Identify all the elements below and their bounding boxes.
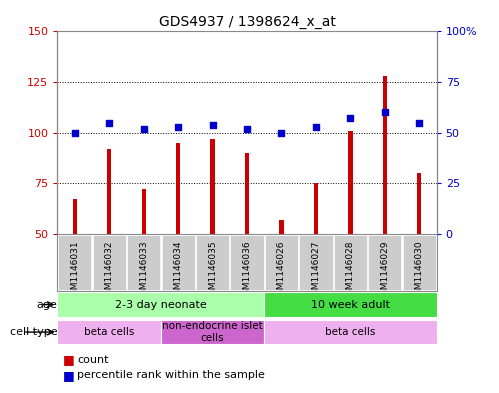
Title: GDS4937 / 1398624_x_at: GDS4937 / 1398624_x_at bbox=[159, 15, 335, 29]
Point bbox=[71, 130, 79, 136]
Text: GSM1146030: GSM1146030 bbox=[415, 241, 424, 301]
Point bbox=[381, 109, 389, 116]
Text: percentile rank within the sample: percentile rank within the sample bbox=[77, 370, 265, 380]
FancyBboxPatch shape bbox=[231, 235, 263, 290]
Text: beta cells: beta cells bbox=[84, 327, 134, 337]
Point bbox=[277, 130, 285, 136]
FancyBboxPatch shape bbox=[57, 320, 161, 344]
Bar bbox=[348, 130, 352, 234]
Bar bbox=[107, 149, 111, 234]
Bar bbox=[245, 153, 249, 234]
Text: GSM1146031: GSM1146031 bbox=[70, 241, 79, 301]
FancyBboxPatch shape bbox=[58, 235, 91, 290]
Text: GSM1146026: GSM1146026 bbox=[277, 241, 286, 301]
Bar bbox=[417, 173, 422, 234]
Point bbox=[243, 125, 251, 132]
FancyBboxPatch shape bbox=[334, 235, 367, 290]
FancyBboxPatch shape bbox=[92, 235, 126, 290]
Text: GSM1146032: GSM1146032 bbox=[105, 241, 114, 301]
Bar bbox=[279, 220, 283, 234]
Text: cell type: cell type bbox=[10, 327, 57, 337]
Text: age: age bbox=[36, 299, 57, 310]
Bar bbox=[211, 139, 215, 234]
FancyBboxPatch shape bbox=[265, 235, 298, 290]
FancyBboxPatch shape bbox=[264, 320, 437, 344]
Text: ■: ■ bbox=[62, 369, 74, 382]
Text: 10 week adult: 10 week adult bbox=[311, 299, 390, 310]
Bar bbox=[314, 183, 318, 234]
FancyBboxPatch shape bbox=[196, 235, 229, 290]
Text: GSM1146028: GSM1146028 bbox=[346, 241, 355, 301]
Text: GSM1146033: GSM1146033 bbox=[139, 241, 148, 301]
Bar bbox=[72, 199, 77, 234]
Point bbox=[174, 123, 182, 130]
Point bbox=[209, 121, 217, 128]
FancyBboxPatch shape bbox=[264, 292, 437, 317]
Point bbox=[105, 119, 113, 126]
FancyBboxPatch shape bbox=[162, 235, 195, 290]
Text: beta cells: beta cells bbox=[325, 327, 376, 337]
Point bbox=[312, 123, 320, 130]
Point bbox=[415, 119, 423, 126]
FancyBboxPatch shape bbox=[127, 235, 160, 290]
Text: GSM1146029: GSM1146029 bbox=[380, 241, 389, 301]
Text: 2-3 day neonate: 2-3 day neonate bbox=[115, 299, 207, 310]
Text: non-endocrine islet
cells: non-endocrine islet cells bbox=[162, 321, 263, 343]
FancyBboxPatch shape bbox=[57, 292, 264, 317]
Text: GSM1146036: GSM1146036 bbox=[243, 241, 251, 301]
FancyBboxPatch shape bbox=[161, 320, 264, 344]
FancyBboxPatch shape bbox=[368, 235, 402, 290]
Point bbox=[140, 125, 148, 132]
Text: GSM1146035: GSM1146035 bbox=[208, 241, 217, 301]
Text: ■: ■ bbox=[62, 353, 74, 366]
Bar bbox=[383, 76, 387, 234]
Text: GSM1146034: GSM1146034 bbox=[174, 241, 183, 301]
Bar bbox=[176, 143, 180, 234]
Text: GSM1146027: GSM1146027 bbox=[311, 241, 320, 301]
Bar bbox=[142, 189, 146, 234]
FancyBboxPatch shape bbox=[299, 235, 332, 290]
Text: count: count bbox=[77, 354, 109, 365]
FancyBboxPatch shape bbox=[403, 235, 436, 290]
Point bbox=[346, 115, 354, 121]
